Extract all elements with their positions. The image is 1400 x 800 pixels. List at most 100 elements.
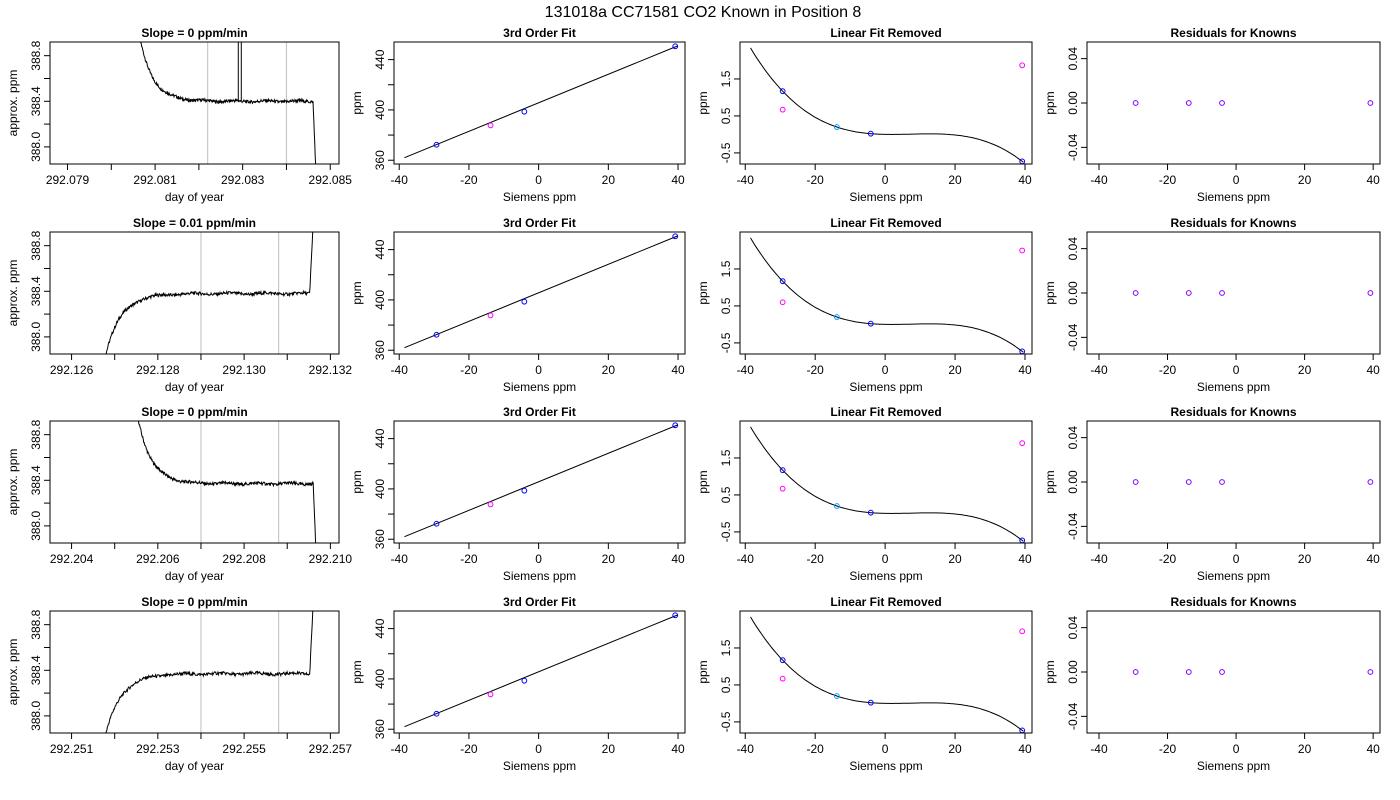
y-tick-label: 440 xyxy=(373,428,387,448)
x-tick-label: 20 xyxy=(602,742,616,756)
plot-frame xyxy=(739,231,1033,355)
data-point xyxy=(433,520,440,527)
data-point xyxy=(867,699,874,706)
data-point xyxy=(433,331,440,338)
data-point xyxy=(1367,290,1374,296)
x-tick-label: -20 xyxy=(1159,742,1177,756)
data-point xyxy=(672,422,679,429)
data-point xyxy=(1185,669,1192,675)
data-point xyxy=(521,108,528,115)
x-tick-label: 0 xyxy=(535,363,542,377)
data-point xyxy=(867,509,874,516)
cubic-fit-curve xyxy=(750,47,1024,163)
y-tick-label: -0.04 xyxy=(1066,133,1080,161)
x-tick-label: -40 xyxy=(737,552,755,566)
y-tick-label: 440 xyxy=(373,618,387,638)
y-tick-label: -0.5 xyxy=(719,142,733,163)
linear-fit-removed-panel-row-1: Linear Fit Removed -40 -20 0 20 40 -0.5 0.5 1.5 S… xyxy=(696,26,1033,204)
data-point xyxy=(867,320,874,327)
panel-title: 3rd Order Fit xyxy=(503,405,576,419)
data-point xyxy=(1019,62,1026,69)
x-tick-label: 40 xyxy=(1366,742,1380,756)
x-tick-label: -20 xyxy=(460,742,478,756)
panel-title: 3rd Order Fit xyxy=(503,216,576,230)
x-tick-label: -20 xyxy=(460,552,478,566)
y-tick-label: 400 xyxy=(373,290,387,310)
x-tick-label: 40 xyxy=(671,173,685,187)
panel-title: Linear Fit Removed xyxy=(830,26,941,40)
x-tick-label: 40 xyxy=(1018,742,1032,756)
x-tick-label: -20 xyxy=(1159,363,1177,377)
y-tick-label: 388.8 xyxy=(29,230,43,260)
x-tick-label: -40 xyxy=(391,742,409,756)
data-point xyxy=(1132,290,1139,296)
x-tick-label: 0 xyxy=(535,742,542,756)
data-point xyxy=(779,299,786,306)
x-tick-label: 40 xyxy=(1018,552,1032,566)
x-tick-label: 20 xyxy=(948,552,962,566)
data-point xyxy=(672,612,679,619)
x-tick-label: 292.085 xyxy=(309,173,353,187)
x-tick-label: -40 xyxy=(1090,173,1108,187)
third-order-fit-panel-row-4: 3rd Order Fit -40 -20 0 20 40 360 400 440 Siemens… xyxy=(350,595,686,773)
x-tick-label: 0 xyxy=(1233,173,1240,187)
x-tick-label: 40 xyxy=(1018,173,1032,187)
y-tick-label: 388.8 xyxy=(29,40,43,70)
x-tick-label: 20 xyxy=(948,363,962,377)
y-axis-label: ppm xyxy=(696,470,710,493)
data-point xyxy=(521,298,528,305)
x-tick-label: -20 xyxy=(807,552,825,566)
y-tick-label: -0.5 xyxy=(719,521,733,542)
plot-frame xyxy=(739,420,1033,544)
y-axis-label: ppm xyxy=(696,281,710,304)
x-axis-label: day of year xyxy=(165,380,224,394)
data-point xyxy=(1132,479,1139,485)
data-point xyxy=(833,314,840,320)
y-tick-label: 0.04 xyxy=(1066,237,1080,261)
y-tick-label: 388.8 xyxy=(29,609,43,639)
x-tick-label: 0 xyxy=(882,173,889,187)
figure-title: 131018a CC71581 CO2 Known in Position 8 xyxy=(545,4,862,21)
data-point xyxy=(833,693,840,699)
y-tick-label: 388.4 xyxy=(29,276,43,306)
data-point xyxy=(521,487,528,494)
y-tick-label: 0.00 xyxy=(1066,470,1080,494)
panel-title: Slope = 0 ppm/min xyxy=(141,595,247,609)
x-axis-label: day of year xyxy=(165,569,224,583)
y-tick-label: 388.0 xyxy=(29,132,43,162)
data-point xyxy=(867,130,874,137)
panel-title: Residuals for Knowns xyxy=(1170,405,1296,419)
third-order-fit-panel-row-3: 3rd Order Fit -40 -20 0 20 40 360 400 440 Siemens… xyxy=(350,405,686,583)
plot-frame xyxy=(739,610,1033,734)
plot-frame xyxy=(393,41,686,165)
x-axis-label: Siemens ppm xyxy=(849,569,922,583)
spike-trace xyxy=(237,42,242,101)
data-point xyxy=(1132,669,1139,675)
x-tick-label: 40 xyxy=(671,742,685,756)
x-tick-label: -40 xyxy=(1090,742,1108,756)
x-tick-label: 292.210 xyxy=(309,552,353,566)
data-point xyxy=(521,677,528,684)
x-tick-label: 0 xyxy=(1233,363,1240,377)
data-point xyxy=(433,710,440,717)
data-point xyxy=(1019,440,1026,447)
y-axis-label: approx. ppm xyxy=(6,70,20,137)
x-axis-label: Siemens ppm xyxy=(503,759,576,773)
y-tick-label: -0.5 xyxy=(719,711,733,732)
x-tick-label: 40 xyxy=(671,363,685,377)
plot-area xyxy=(1132,100,1374,106)
plot-area xyxy=(1132,669,1374,675)
x-tick-label: 20 xyxy=(602,363,616,377)
data-point xyxy=(779,88,786,95)
plot-area xyxy=(404,233,679,349)
x-tick-label: 20 xyxy=(602,552,616,566)
x-tick-label: 20 xyxy=(948,173,962,187)
x-tick-label: 20 xyxy=(948,742,962,756)
plot-frame xyxy=(49,420,340,544)
data-point xyxy=(433,141,440,148)
data-point xyxy=(672,43,679,50)
plot-frame xyxy=(393,610,686,734)
plot-area xyxy=(404,612,679,728)
panel-grid: Slope = 0 ppm/min 292.079 292.081 292.083 29… xyxy=(6,26,1381,773)
panel-title: Slope = 0 ppm/min xyxy=(141,405,247,419)
